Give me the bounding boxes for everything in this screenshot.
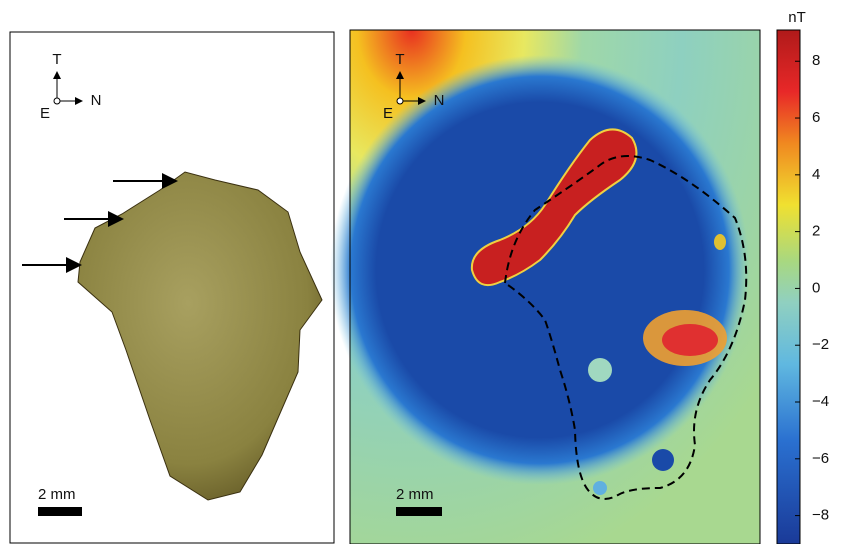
compass-label: N [91, 92, 102, 109]
scale-bar [38, 507, 82, 516]
page: T E N 2 mm T E N 2 mm nT 86420−2−4−6−8 (… [0, 0, 845, 544]
colorbar-tick-label: 2 [812, 223, 820, 240]
scale-bar [396, 507, 442, 516]
field-map [330, 30, 760, 544]
colorbar-tick-label: 6 [812, 109, 820, 126]
compass-label: E [40, 105, 50, 122]
scale-label: 2 mm [396, 486, 434, 503]
colorbar-tick-label: 8 [812, 52, 820, 69]
colorbar-tick-label: −8 [812, 507, 829, 524]
colorbar-tick-label: −2 [812, 336, 829, 353]
colorbar-unit: nT [788, 9, 806, 26]
colorbar-tick-label: 4 [812, 166, 820, 183]
figure: T E N 2 mm T E N 2 mm nT 8 6 4 2 0 −2 −4 −6 −8 [0, 0, 845, 544]
colorbar-tick-label: −6 [812, 450, 829, 467]
colorbar [777, 30, 800, 544]
compass-label: N [434, 92, 445, 109]
colorbar-tick-label: −4 [812, 393, 829, 410]
scale-label: 2 mm [38, 486, 76, 503]
compass-label: E [383, 105, 393, 122]
colorbar-tick-label: 0 [812, 279, 820, 296]
compass-label: T [52, 51, 61, 68]
compass-label: T [395, 51, 404, 68]
